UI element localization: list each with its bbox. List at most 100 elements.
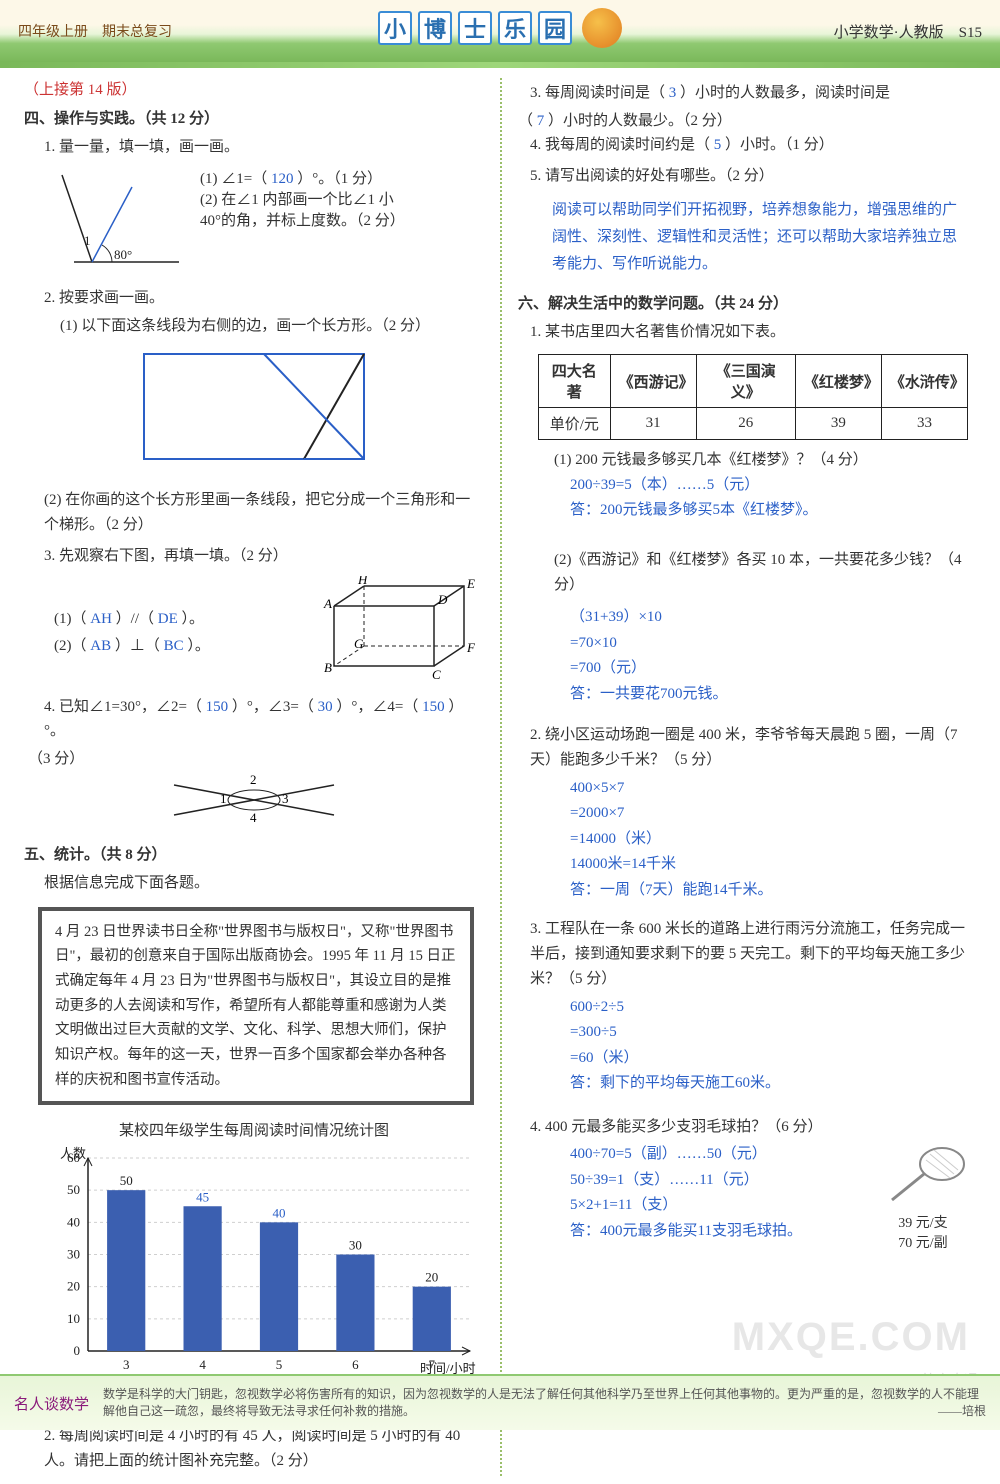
t: 5 (714, 137, 722, 153)
footer-text: 数学是科学的大门钥匙，忽视数学必将伤害所有的知识，因为忽视数学的人是无法了解任何… (103, 1386, 986, 1420)
badge: 士 (458, 11, 492, 45)
td: 31 (610, 408, 696, 440)
t: 4. 我每周的阅读时间约是（ (530, 137, 710, 153)
svg-text:4: 4 (199, 1357, 206, 1372)
q6-1: 1. 某书店里四大名著售价情况如下表。 (530, 320, 978, 345)
t: ）。 (187, 638, 210, 654)
q5-3b: （ 7 ）小时的人数最少。（2 分） (518, 109, 978, 130)
t: ）小时。（1 分） (725, 137, 834, 153)
t: ）⊥（ (115, 638, 160, 654)
td: 33 (881, 408, 967, 440)
svg-text:40: 40 (67, 1215, 80, 1230)
footer-label: 名人谈数学 (14, 1393, 89, 1414)
bar-chart: 0102030405060人数时间/小时503454405306207 (40, 1144, 484, 1384)
t: ——培根 (938, 1403, 986, 1420)
badge: 园 (538, 11, 572, 45)
t: ）小时的人数最多，阅读时间是 (680, 85, 890, 101)
t: ）°，∠3=（ (232, 699, 314, 715)
q4-1a-tail: ）°。（1 分） (297, 171, 382, 187)
q4-3: 3. 先观察右下图，再填一填。（2 分） (44, 544, 484, 569)
page-body: （上接第 14 版） 四、操作与实践。（共 12 分） 1. 量一量，填一填，画… (0, 68, 1000, 1484)
q6-4-row: 400÷70=5（副）……50（元） 50÷39=1（支）……11（元） 5×2… (518, 1142, 978, 1252)
table-row: 单价/元 31 26 39 33 (539, 408, 968, 440)
t: (1)（ (54, 611, 87, 627)
t: 3 (669, 85, 677, 101)
q6-1a: (1) 200 元钱最多够买几本《红楼梦》？（4 分） (554, 448, 978, 473)
td: 39 (795, 408, 881, 440)
svg-text:E: E (466, 576, 475, 591)
page-footer: 名人谈数学 数学是科学的大门钥匙，忽视数学必将伤害所有的知识，因为忽视数学的人是… (0, 1374, 1000, 1430)
c: 400÷70=5（副）……50（元） (570, 1142, 874, 1168)
cross-figure: 2 3 4 1 (164, 770, 484, 835)
c: =300÷5 (570, 1020, 978, 1046)
svg-text:人数: 人数 (60, 1146, 86, 1161)
td: 单价/元 (539, 408, 611, 440)
th: 四大名著 (539, 355, 611, 408)
t: ）°，∠4=（ (336, 699, 418, 715)
q4-3-answers: (1)（ AH ）//（ DE ）。 (2)（ AB ）⊥（ BC ）。 (54, 607, 298, 655)
c: 400×5×7 (570, 776, 978, 802)
svg-text:H: H (357, 576, 368, 587)
svg-text:C: C (432, 667, 441, 682)
cube-figure: A B C D E F G H (314, 576, 484, 686)
t: ）小时的人数最少。（2 分） (548, 113, 732, 129)
svg-text:20: 20 (67, 1279, 80, 1294)
t: AB (90, 638, 111, 654)
racket-figure: 39 元/支 70 元/副 (874, 1142, 972, 1252)
badge: 乐 (498, 11, 532, 45)
q6-3: 3. 工程队在一条 600 米长的道路上进行雨污分流施工，任务完成一半后，接到通… (530, 917, 978, 991)
q4-1: 1. 量一量，填一填，画一画。 (44, 135, 484, 160)
reading-day-note: 4 月 23 日世界读书日全称"世界图书与版权日"，又称"世界图书日"，最初的创… (38, 907, 474, 1105)
header-left: 四年级上册 期末总复习 (18, 21, 172, 41)
c: 答：一共要花700元钱。 (570, 682, 978, 708)
q4-1a-pre: (1) ∠1=（ (200, 171, 267, 187)
svg-text:30: 30 (67, 1247, 80, 1262)
rectangle-figure (134, 344, 484, 479)
q6-1a-calc: 200÷39=5（本）……5（元） (570, 473, 978, 499)
q4-3-row: (1)（ AH ）//（ DE ）。 (2)（ AB ）⊥（ BC ）。 (54, 576, 484, 686)
q4-1b: (2) 在∠1 内部画一个比∠1 小 (200, 188, 484, 209)
q4-4-pts: （3 分） (28, 747, 484, 768)
q6-1b: (2)《西游记》和《红楼梦》各买 10 本，一共要花多少钱？（4 分） (554, 548, 978, 598)
header-badges: 小 博 士 乐 园 (378, 8, 622, 48)
q4-2: 2. 按要求画一画。 (44, 286, 484, 311)
t: ）。 (182, 611, 205, 627)
t: ）//（ (116, 611, 154, 627)
c: =60（米） (570, 1046, 978, 1072)
left-column: （上接第 14 版） 四、操作与实践。（共 12 分） 1. 量一量，填一填，画… (24, 78, 484, 1476)
right-column: 3. 每周阅读时间是（ 3 ）小时的人数最多，阅读时间是 （ 7 ）小时的人数最… (518, 78, 978, 1476)
t: DE (158, 611, 178, 627)
svg-text:G: G (354, 636, 364, 651)
c: 5×2+1=11（支） (570, 1193, 874, 1219)
c: =2000×7 (570, 801, 978, 827)
page-header: 四年级上册 期末总复习 小 博 士 乐 园 小学数学·人教版 S15 (0, 0, 1000, 62)
svg-text:0: 0 (74, 1343, 81, 1358)
t: 30 (318, 699, 333, 715)
q5-4: 4. 我每周的阅读时间约是（ 5 ）小时。（1 分） (530, 133, 978, 158)
q5-3: 3. 每周阅读时间是（ 3 ）小时的人数最多，阅读时间是 (530, 81, 978, 106)
badge: 博 (418, 11, 452, 45)
t: 数学是科学的大门钥匙，忽视数学必将伤害所有的知识，因为忽视数学的人是无法了解任何… (103, 1387, 979, 1418)
svg-text:3: 3 (123, 1357, 130, 1372)
c: （31+39）×10 (570, 605, 978, 631)
svg-text:45: 45 (196, 1189, 209, 1204)
c: 答：剩下的平均每天施工60米。 (570, 1071, 978, 1097)
t: 7 (537, 113, 545, 129)
q6-1a-ans: 答：200元钱最多够买5本《红楼梦》。 (570, 498, 978, 524)
t: （ (518, 113, 533, 129)
table-row: 四大名著 《西游记》 《三国演义》 《红楼梦》 《水浒传》 (539, 355, 968, 408)
column-divider (500, 78, 502, 1476)
price-table: 四大名著 《西游记》 《三国演义》 《红楼梦》 《水浒传》 单价/元 31 26… (538, 354, 968, 440)
q4-1b2: 40°的角，并标上度数。（2 分） (200, 209, 484, 230)
t: 150 (422, 699, 445, 715)
q5-5: 5. 请写出阅读的好处有哪些。（2 分） (530, 164, 978, 189)
badge: 小 (378, 11, 412, 45)
q6-2: 2. 绕小区运动场跑一圈是 400 米，李爷爷每天晨跑 5 圈，一周（7 天）能… (530, 723, 978, 773)
q6-4: 4. 400 元最多能买多少支羽毛球拍？（6 分） (530, 1115, 978, 1140)
t: 3. 每周阅读时间是（ (530, 85, 665, 101)
svg-text:10: 10 (67, 1311, 80, 1326)
svg-text:50: 50 (120, 1173, 133, 1188)
svg-text:F: F (466, 640, 476, 655)
angle-figure: 80° 1 (54, 167, 184, 277)
section-4-head: 四、操作与实践。（共 12 分） (24, 107, 484, 128)
